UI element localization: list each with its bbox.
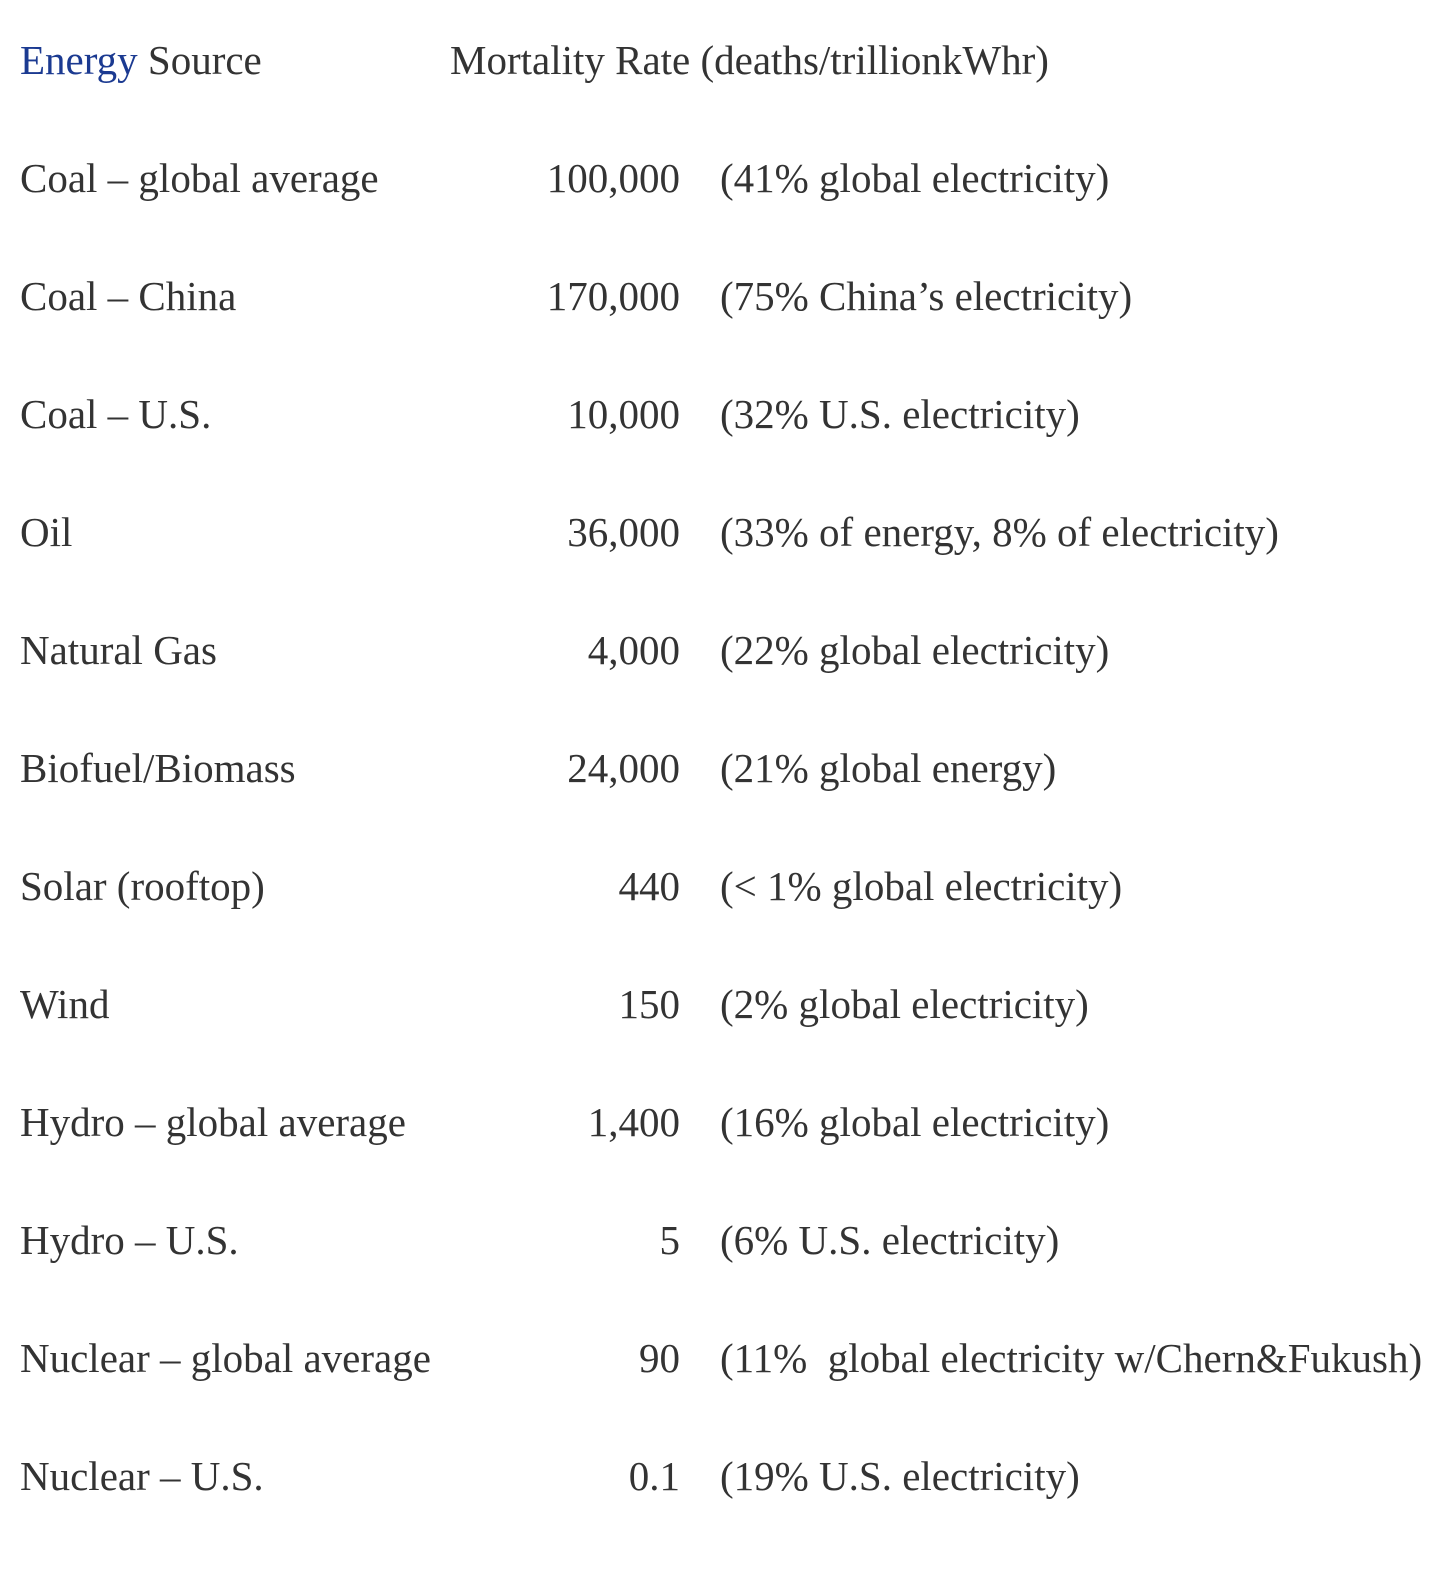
table-row: Solar (rooftop) 440 (< 1% global electrici… xyxy=(20,850,1436,923)
share-note: (33% of energy, 8% of electricity) xyxy=(720,509,1279,555)
mortality-rate-value: 170,000 xyxy=(546,273,680,319)
mortality-rate-value: 150 xyxy=(618,981,681,1027)
share-note: (32% U.S. electricity) xyxy=(720,391,1080,437)
share-note: (75% China’s electricity) xyxy=(720,273,1133,319)
energy-link[interactable]: Energy xyxy=(20,37,138,83)
mortality-rate-value: 440 xyxy=(618,863,681,909)
energy-source-label: Solar (rooftop) xyxy=(20,863,265,909)
mortality-table: Energy Source Mortality Rate (deaths/tril… xyxy=(20,24,1436,1513)
share-note: (2% global electricity) xyxy=(720,981,1089,1027)
share-note: (6% U.S. electricity) xyxy=(720,1217,1060,1263)
energy-source-label: Coal – China xyxy=(20,273,237,319)
mortality-rate-value: 24,000 xyxy=(567,745,680,791)
table-row: Wind 150 (2% global electricity) xyxy=(20,968,1436,1041)
table-row: Coal – global average 100,000 (41% global … xyxy=(20,142,1436,215)
mortality-rate-value: 5 xyxy=(659,1217,681,1263)
table-row: Oil 36,000 (33% of energy, 8% of electrici… xyxy=(20,496,1436,569)
mortality-rate-value: 0.1 xyxy=(628,1453,680,1499)
mortality-rate-value: 4,000 xyxy=(587,627,680,673)
mortality-rate-value: 90 xyxy=(639,1335,680,1381)
energy-source-label: Coal – U.S. xyxy=(20,391,212,437)
table-row: Nuclear – U.S. 0.1 (19% U.S. electricity) xyxy=(20,1440,1436,1513)
share-note: (16% global electricity) xyxy=(720,1099,1110,1145)
mortality-rate-header: Mortality Rate (deaths/trillionkWhr) xyxy=(450,37,1049,83)
source-header-rest: Source xyxy=(137,37,262,83)
mortality-rate-value: 1,400 xyxy=(587,1099,680,1145)
share-note: (< 1% global electricity) xyxy=(720,863,1123,909)
energy-source-header: Energy Source xyxy=(20,24,450,97)
energy-source-label: Hydro – U.S. xyxy=(20,1217,239,1263)
share-note: (19% U.S. electricity) xyxy=(720,1453,1080,1499)
share-note: (22% global electricity) xyxy=(720,627,1110,673)
share-note: (41% global electricity) xyxy=(720,155,1110,201)
energy-source-label: Wind xyxy=(20,981,110,1027)
table-row: Hydro – U.S. 5 (6% U.S. electricity) xyxy=(20,1204,1436,1277)
mortality-rate-value: 36,000 xyxy=(567,509,680,555)
table-row: Natural Gas 4,000 (22% global electricity) xyxy=(20,614,1436,687)
table-row: Biofuel/Biomass 24,000 (21% global energy) xyxy=(20,732,1436,805)
table-row: Coal – U.S. 10,000 (32% U.S. electricity) xyxy=(20,378,1436,451)
table-header-row: Energy Source Mortality Rate (deaths/tril… xyxy=(20,24,1436,97)
mortality-rate-value: 100,000 xyxy=(546,155,680,201)
energy-source-label: Nuclear – global average xyxy=(20,1335,431,1381)
share-note: (21% global energy) xyxy=(720,745,1057,791)
table-row: Nuclear – global average 90 (11% global el… xyxy=(20,1322,1436,1395)
share-note: (11% global electricity w/Chern&Fukush) xyxy=(720,1335,1423,1381)
energy-source-label: Hydro – global average xyxy=(20,1099,406,1145)
energy-source-label: Nuclear – U.S. xyxy=(20,1453,264,1499)
energy-source-label: Oil xyxy=(20,509,73,555)
energy-source-label: Natural Gas xyxy=(20,627,217,673)
table-row: Hydro – global average 1,400 (16% global e… xyxy=(20,1086,1436,1159)
energy-source-label: Biofuel/Biomass xyxy=(20,745,296,791)
energy-source-label: Coal – global average xyxy=(20,155,379,201)
table-row: Coal – China 170,000 (75% China’s electric… xyxy=(20,260,1436,333)
mortality-rate-value: 10,000 xyxy=(567,391,680,437)
